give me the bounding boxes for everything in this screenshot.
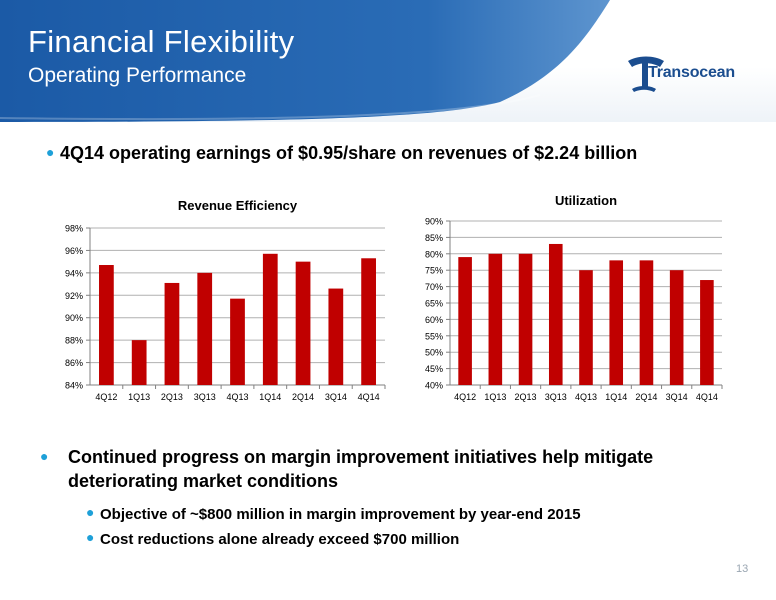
bar <box>609 260 624 385</box>
y-tick-label: 75% <box>425 266 443 276</box>
x-tick-label: 2Q13 <box>515 392 537 402</box>
x-tick-label: 3Q13 <box>194 392 216 402</box>
bar <box>262 253 278 385</box>
y-tick-label: 90% <box>65 313 83 323</box>
x-tick-label: 4Q12 <box>95 392 117 402</box>
y-tick-label: 55% <box>425 331 443 341</box>
x-tick-label: 2Q14 <box>635 392 657 402</box>
sub-bullet: ● Cost reductions alone already exceed $7… <box>86 526 744 551</box>
bar <box>458 257 472 385</box>
y-tick-label: 50% <box>425 348 443 358</box>
bullet-icon: ● <box>40 448 49 464</box>
x-tick-label: 4Q14 <box>358 392 380 402</box>
y-tick-label: 80% <box>425 249 443 259</box>
bar <box>197 272 213 385</box>
logo-text: Transocean <box>648 64 735 81</box>
y-tick-label: 85% <box>425 233 443 243</box>
x-tick-label: 1Q14 <box>605 392 627 402</box>
page-number: 13 <box>736 563 749 575</box>
main-bullet: ● Continued progress on margin improvemen… <box>40 444 744 493</box>
x-tick-label: 4Q13 <box>226 392 248 402</box>
utilization-chart: Utilization 40% 45% 50% 55% 60% 65% 70% 75% 80% 85… <box>412 188 737 413</box>
x-tick-label: 1Q13 <box>128 392 150 402</box>
slide-subtitle: Operating Performance <box>28 64 247 87</box>
bar <box>488 253 503 385</box>
sub-bullet-text: Cost reductions alone already exceed $70… <box>100 531 460 548</box>
y-tick-label: 94% <box>65 268 83 278</box>
bar <box>579 270 593 385</box>
y-tick-label: 84% <box>65 381 83 391</box>
y-tick-label: 88% <box>65 336 83 346</box>
sub-bullet-text: Objective of ~$800 million in margin imp… <box>100 506 581 523</box>
y-tick-label: 98% <box>65 224 83 234</box>
top-bullet-text: 4Q14 operating earnings of $0.95/share o… <box>60 143 638 163</box>
main-bullet-text: Continued progress on margin improvement… <box>68 447 654 491</box>
title-banner <box>0 0 610 122</box>
bar <box>230 298 245 385</box>
chart-title: Utilization <box>555 193 617 208</box>
x-tick-label: 4Q13 <box>575 392 597 402</box>
sub-bullet-list: ● Objective of ~$800 million in margin im… <box>86 501 744 551</box>
x-tick-label: 4Q14 <box>696 392 718 402</box>
bar <box>295 261 311 385</box>
slide-title: Financial Flexibility <box>28 24 295 59</box>
bar <box>361 258 376 385</box>
x-tick-label: 1Q14 <box>259 392 281 402</box>
utilization-svg: Utilization 40% 45% 50% 55% 60% 65% 70% 75% 80% 85… <box>425 193 723 402</box>
x-tick-label: 2Q14 <box>292 392 314 402</box>
x-tick-label: 1Q13 <box>484 392 506 402</box>
y-tick-label: 90% <box>425 217 443 227</box>
bar <box>669 270 684 385</box>
bullet-icon: ● <box>46 144 55 160</box>
bottom-bullets: ● Continued progress on margin improvemen… <box>40 444 744 551</box>
y-tick-label: 65% <box>425 299 443 309</box>
x-tick-label: 2Q13 <box>161 392 183 402</box>
bar <box>328 288 344 385</box>
y-tick-label: 60% <box>425 315 443 325</box>
y-tick-label: 45% <box>425 364 443 374</box>
bar <box>639 260 654 385</box>
x-tick-label: 4Q12 <box>454 392 476 402</box>
y-tick-label: 96% <box>65 246 83 256</box>
y-tick-label: 70% <box>425 282 443 292</box>
y-tick-label: 92% <box>65 291 83 301</box>
bar <box>548 243 563 385</box>
revenue-efficiency-chart: Revenue Efficiency 84% 86% 88% 90% 92% 94% 96% 9… <box>50 190 395 415</box>
bar <box>99 265 114 385</box>
bar <box>700 280 714 385</box>
revenue-efficiency-svg: Revenue Efficiency 84% 86% 88% 90% 92% 94% 96% 9… <box>65 198 386 402</box>
x-tick-label: 3Q13 <box>545 392 567 402</box>
bar <box>131 340 147 385</box>
bullet-icon: ● <box>86 529 95 545</box>
x-tick-label: 3Q14 <box>325 392 347 402</box>
bullet-icon: ● <box>86 504 95 520</box>
slide-header: Financial Flexibility Operating Performa… <box>0 0 776 122</box>
sub-bullet: ● Objective of ~$800 million in margin im… <box>86 501 744 526</box>
chart-title: Revenue Efficiency <box>178 198 298 213</box>
bar <box>518 253 533 385</box>
top-bullet: ● 4Q14 operating earnings of $0.95/share … <box>46 143 746 164</box>
y-tick-label: 86% <box>65 358 83 368</box>
y-tick-label: 40% <box>425 381 443 391</box>
x-tick-label: 3Q14 <box>666 392 688 402</box>
bar <box>164 282 180 385</box>
transocean-logo <box>628 56 664 92</box>
